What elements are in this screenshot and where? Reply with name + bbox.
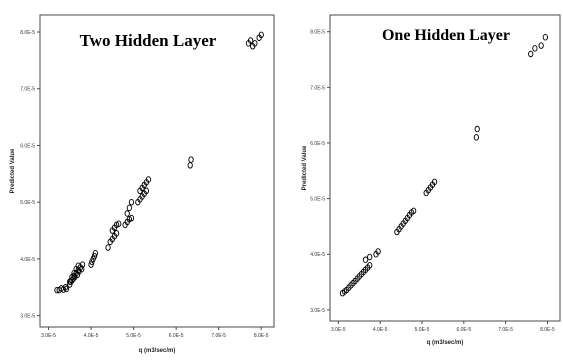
data-point xyxy=(62,284,69,291)
data-point xyxy=(126,204,132,212)
x-tick-label: 5.0E-5 xyxy=(415,327,430,333)
data-point xyxy=(474,125,480,133)
data-point xyxy=(128,198,135,206)
x-tick-label: 4.0E-5 xyxy=(373,327,388,333)
data-point xyxy=(75,262,81,269)
data-point xyxy=(143,187,150,195)
y-tick-label: 6.0E-5 xyxy=(20,143,35,149)
x-tick-label: 6.0E-5 xyxy=(456,327,471,333)
data-point xyxy=(431,178,438,186)
y-axis-label: Predicted Value xyxy=(302,145,308,190)
data-points xyxy=(339,34,549,297)
x-tick-label: 7.0E-5 xyxy=(211,333,226,339)
chart-two-hidden-layer: Two Hidden Layer q (m3/sec/m) Predicted … xyxy=(10,14,275,354)
x-tick-label: 3.0E-5 xyxy=(41,333,56,339)
data-point xyxy=(532,45,538,52)
data-point xyxy=(105,244,111,251)
data-point xyxy=(247,37,254,44)
data-point xyxy=(367,253,373,261)
data-point xyxy=(362,256,369,264)
y-tick-label: 3.0E-5 xyxy=(310,308,325,314)
y-tick-label: 5.0E-5 xyxy=(310,197,325,203)
data-point xyxy=(258,31,264,39)
x-tick-label: 8.0E-5 xyxy=(254,333,269,339)
x-tick-label: 8.0E-5 xyxy=(540,327,555,333)
chart-title: One Hidden Layer xyxy=(382,27,510,44)
data-point xyxy=(410,207,417,215)
x-tick-label: 6.0E-5 xyxy=(169,333,184,339)
plot-area-two-hidden-layer xyxy=(39,14,275,328)
data-point xyxy=(63,285,70,293)
y-axis-label: Predicted Value xyxy=(10,148,16,193)
data-point xyxy=(188,156,194,163)
y-tick-label: 4.0E-5 xyxy=(310,252,325,258)
chart-title: Two Hidden Layer xyxy=(80,31,217,50)
y-tick-label: 6.0E-5 xyxy=(310,141,325,147)
data-points xyxy=(54,31,264,294)
data-point xyxy=(252,40,258,47)
data-point xyxy=(145,176,152,183)
data-point xyxy=(137,187,143,195)
x-axis-label: q (m3/sec/m) xyxy=(427,340,464,346)
ticks: 3.0E-5 4.0E-5 5.0E-5 6.0E-5 7.0E-5 8.0E-5 3.0E… xyxy=(310,30,555,333)
data-point xyxy=(367,262,373,269)
data-point xyxy=(542,34,549,41)
y-tick-label: 3.0E-5 xyxy=(20,314,35,320)
x-tick-label: 7.0E-5 xyxy=(498,327,513,333)
y-tick-label: 4.0E-5 xyxy=(20,257,35,263)
data-point xyxy=(473,134,480,141)
y-tick-label: 8.0E-5 xyxy=(20,30,35,36)
ticks: 3.0E-5 4.0E-5 5.0E-5 6.0E-5 7.0E-5 8.0E-5 3.0E… xyxy=(20,30,269,339)
x-axis-label: q (m3/sec/m) xyxy=(139,348,176,354)
chart-one-hidden-layer: One Hidden Layer q (m3/sec/m) Predicted … xyxy=(302,14,561,346)
data-point xyxy=(528,50,534,58)
data-point xyxy=(128,214,135,222)
y-tick-label: 5.0E-5 xyxy=(20,200,35,206)
data-point xyxy=(79,265,85,273)
y-tick-label: 7.0E-5 xyxy=(20,87,35,93)
data-point xyxy=(116,220,122,228)
data-point xyxy=(538,42,544,49)
data-point xyxy=(92,250,98,257)
y-tick-label: 8.0E-5 xyxy=(310,30,325,36)
data-point xyxy=(375,248,381,255)
x-tick-label: 5.0E-5 xyxy=(126,333,141,339)
y-tick-label: 7.0E-5 xyxy=(310,85,325,91)
data-point xyxy=(124,210,130,217)
x-tick-label: 4.0E-5 xyxy=(84,333,99,339)
x-tick-label: 3.0E-5 xyxy=(331,327,346,333)
data-point xyxy=(113,230,120,237)
